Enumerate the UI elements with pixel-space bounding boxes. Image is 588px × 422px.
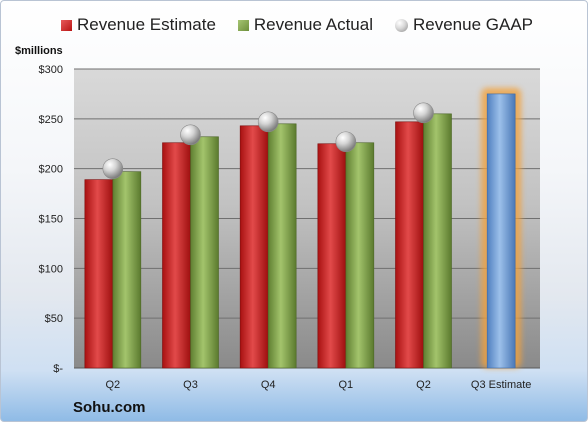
bar-revenue-actual (190, 136, 219, 369)
bar-revenue-estimate (317, 143, 347, 369)
bar-revenue-actual (267, 123, 297, 369)
y-tick-label: $100 (39, 263, 63, 275)
y-tick-label: $300 (39, 64, 63, 76)
company-label: Sohu.com (73, 399, 146, 416)
legend-item-gaap: Revenue GAAP (395, 15, 533, 35)
x-tick-label: Q4 (261, 379, 276, 391)
x-tick-label: Q3 (183, 379, 198, 391)
marker-revenue-gaap (257, 111, 279, 133)
bar-revenue-estimate (162, 142, 191, 369)
bar-revenue-estimate (395, 121, 424, 369)
y-axis: $- $50 $100 $150 $200 $250 $300 (39, 64, 64, 375)
bar-q3-estimate (486, 93, 516, 369)
y-tick-label: $200 (39, 164, 63, 176)
legend-swatch-gaap (395, 18, 408, 32)
y-tick-label: $- (53, 363, 63, 375)
x-tick-label: Q2 (416, 379, 431, 391)
legend-label-estimate: Revenue Estimate (77, 15, 216, 34)
marker-revenue-gaap (102, 158, 124, 179)
chart-legend: Revenue Estimate Revenue Actual Revenue … (61, 15, 533, 35)
legend-label-gaap: Revenue GAAP (413, 15, 534, 34)
marker-revenue-gaap (180, 124, 201, 146)
legend-label-actual: Revenue Actual (253, 15, 373, 34)
x-tick-label: Q3 Estimate (471, 379, 532, 391)
x-axis: Q2 Q3 Q4 Q1 Q2 Q3 Estimate (105, 379, 531, 391)
bar-revenue-estimate (84, 179, 114, 369)
y-tick-label: $50 (45, 313, 63, 325)
bars (84, 87, 522, 369)
bar-revenue-actual (112, 171, 142, 369)
bar-revenue-actual (345, 142, 375, 369)
x-tick-label: Q2 (105, 379, 120, 391)
legend-item-estimate: Revenue Estimate (61, 15, 216, 35)
y-tick-label: $150 (39, 214, 63, 226)
legend-swatch-estimate (61, 19, 72, 31)
legend-item-actual: Revenue Actual (237, 15, 373, 35)
bar-revenue-actual (423, 113, 452, 369)
bar-revenue-estimate (239, 125, 269, 369)
marker-revenue-gaap (335, 131, 357, 153)
y-axis-unit-label: $millions (15, 45, 63, 57)
x-tick-label: Q1 (338, 379, 353, 391)
gridlines (74, 68, 540, 369)
legend-swatch-actual (237, 19, 249, 31)
marker-revenue-gaap (413, 102, 434, 124)
y-tick-label: $250 (39, 114, 63, 126)
